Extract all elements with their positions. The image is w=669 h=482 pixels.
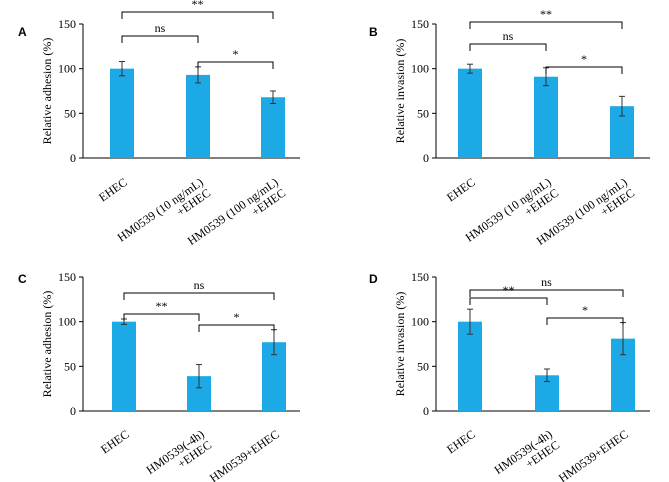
significance-bracket <box>121 35 199 43</box>
significance-bracket <box>469 297 548 305</box>
significance-bracket <box>121 11 274 19</box>
x-category-line: EHEC <box>444 427 478 456</box>
significance-label: * <box>582 303 588 317</box>
panel-label: D <box>369 272 378 286</box>
x-category-label: HM0539+EHEC <box>556 427 631 482</box>
significance-label: * <box>581 52 587 66</box>
significance-label: ns <box>503 29 514 43</box>
significance-label: * <box>233 47 239 61</box>
y-tick-label: 50 <box>64 106 76 120</box>
significance-bracket <box>469 289 624 297</box>
chart-panel-a: A 0 50 100 150 Relative adhesion (%) ** ns * EHEC… <box>18 0 300 248</box>
x-category-label: EHEC <box>444 175 478 204</box>
significance-label: ** <box>156 299 168 313</box>
y-tick-label: 50 <box>417 359 429 373</box>
y-tick-label: 100 <box>411 315 429 329</box>
panel-label: B <box>369 25 378 39</box>
y-tick-label: 0 <box>70 151 76 165</box>
x-category-line: HM0539+EHEC <box>207 427 282 482</box>
significance-bracket <box>197 61 274 69</box>
y-axis-title: Relative adhesion (%) <box>40 38 54 145</box>
significance-label: * <box>234 310 240 324</box>
x-category-label: EHEC <box>444 427 478 456</box>
y-tick-label: 0 <box>423 151 429 165</box>
y-tick-label: 150 <box>58 17 76 31</box>
y-tick-label: 100 <box>58 62 76 76</box>
bar-1 <box>112 321 136 411</box>
bar-2 <box>186 74 210 158</box>
significance-label: ** <box>503 283 515 297</box>
significance-bracket <box>545 66 623 74</box>
chart-panel-b: B 0 50 100 150 Relative invasion (%) ** ns * EHEC… <box>369 7 650 248</box>
panel-label: C <box>18 272 27 286</box>
significance-bracket <box>469 21 623 29</box>
y-tick-label: 150 <box>411 17 429 31</box>
y-tick-label: 150 <box>58 270 76 284</box>
x-category-label: HM0539(-4h)+EHEC <box>492 427 563 482</box>
x-category-label: EHEC <box>98 427 132 456</box>
bar-2 <box>534 76 558 158</box>
bar-1 <box>110 68 134 158</box>
y-tick-label: 100 <box>58 315 76 329</box>
bar-3 <box>261 97 285 158</box>
x-category-line: EHEC <box>98 427 132 456</box>
x-category-label: HM0539(-4h)+EHEC <box>144 427 215 482</box>
x-category-label: EHEC <box>96 175 130 204</box>
significance-label: ns <box>194 278 205 292</box>
y-axis-title: Relative invasion (%) <box>393 292 407 397</box>
y-tick-label: 100 <box>411 62 429 76</box>
x-category-line: HM0539+EHEC <box>556 427 631 482</box>
significance-label: ns <box>155 21 166 35</box>
significance-bracket <box>469 43 547 51</box>
panel-label: A <box>18 25 27 39</box>
y-tick-label: 50 <box>417 106 429 120</box>
x-category-line: EHEC <box>96 175 130 204</box>
bar-1 <box>458 68 482 158</box>
x-category-label: HM0539+EHEC <box>207 427 282 482</box>
y-tick-label: 50 <box>64 359 76 373</box>
significance-bracket <box>198 324 275 332</box>
significance-label: ** <box>540 7 552 21</box>
y-axis-title: Relative invasion (%) <box>393 39 407 144</box>
y-tick-label: 0 <box>70 404 76 418</box>
significance-bracket <box>546 317 624 325</box>
x-category-line: EHEC <box>444 175 478 204</box>
significance-label: ** <box>192 0 204 11</box>
significance-bracket <box>123 313 200 321</box>
significance-label: ns <box>541 275 552 289</box>
significance-bracket <box>123 292 275 300</box>
y-axis-title: Relative adhesion (%) <box>40 291 54 398</box>
bar-1 <box>458 321 482 411</box>
y-tick-label: 150 <box>411 270 429 284</box>
y-tick-label: 0 <box>423 404 429 418</box>
